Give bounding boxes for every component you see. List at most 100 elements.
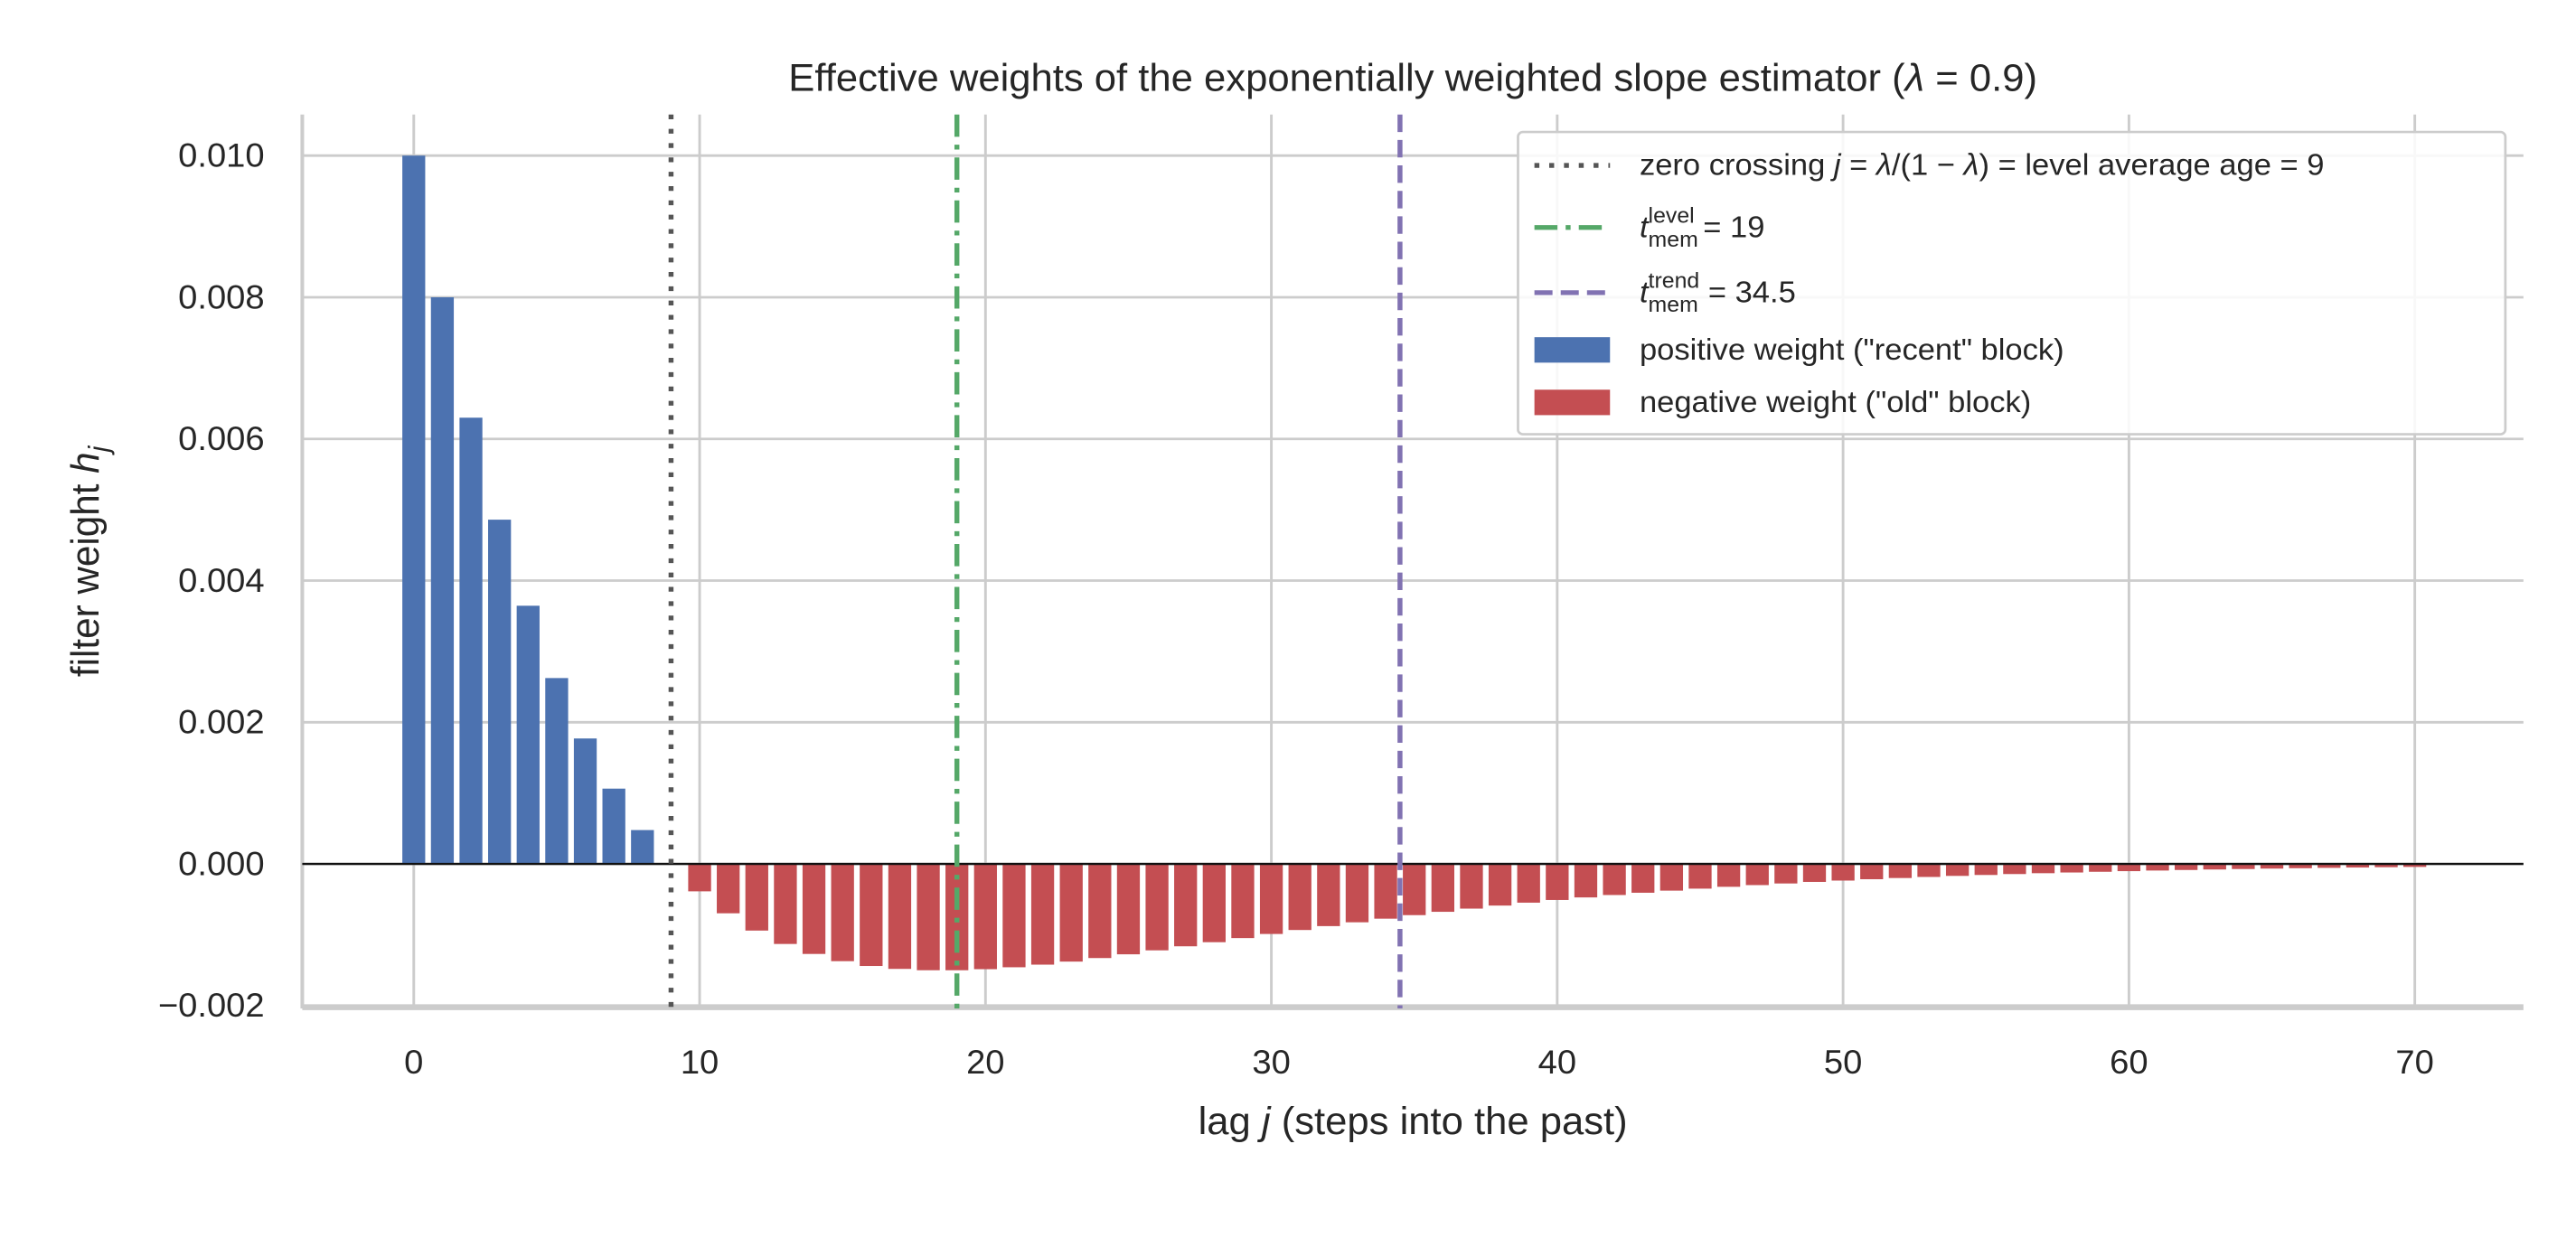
bar: [688, 864, 711, 892]
y-tick-label: 0.008: [178, 278, 264, 315]
text-part: = 34.5: [1699, 276, 1796, 309]
bar: [2003, 864, 2026, 875]
bar: [1716, 864, 1741, 887]
bar: [1088, 864, 1112, 959]
bar: [1145, 864, 1169, 951]
text-part: level: [1649, 204, 1695, 229]
text-part: = 19: [1695, 211, 1765, 244]
bar: [2089, 864, 2112, 872]
bar: [1574, 864, 1598, 898]
text-part: ) = level average age = 9: [1979, 148, 2325, 182]
bar: [1374, 864, 1397, 919]
bar: [1860, 864, 1884, 879]
text-part: Effective weights of the exponentially w…: [788, 57, 1905, 99]
text-part: lag: [1199, 1101, 1262, 1143]
bar: [2403, 864, 2427, 867]
bar: [745, 864, 768, 931]
text-part: j: [1830, 148, 1842, 182]
legend-label: tmemtrend = 34.5: [1640, 269, 1796, 317]
text-part: (steps into the past): [1271, 1101, 1628, 1143]
bar: [1345, 864, 1369, 923]
y-tick-label: 0.002: [178, 703, 264, 740]
x-tick-label: 10: [681, 1044, 719, 1081]
bar: [1002, 864, 1026, 968]
x-tick-label: 20: [966, 1044, 1004, 1081]
bar: [1802, 864, 1827, 882]
text-part: /(1 −: [1892, 148, 1964, 182]
bar: [2289, 864, 2312, 868]
bar: [888, 864, 912, 970]
bar: [1517, 864, 1540, 903]
x-tick-label: 50: [1824, 1044, 1862, 1081]
text-part: λ: [1875, 148, 1892, 182]
bar: [1631, 864, 1655, 893]
bar: [430, 296, 455, 865]
bar: [1030, 864, 1055, 965]
bar: [1659, 864, 1684, 891]
bar: [2117, 864, 2141, 872]
x-axis-label: lag j (steps into the past): [1199, 1101, 1628, 1143]
x-tick-label: 30: [1252, 1044, 1290, 1081]
y-tick-label: 0.004: [178, 561, 264, 598]
x-tick-label: 40: [1538, 1044, 1576, 1081]
bar: [1174, 864, 1198, 947]
text-part: t: [1640, 211, 1650, 244]
bar: [402, 155, 426, 865]
bar: [573, 738, 597, 865]
bar: [1460, 864, 1483, 909]
text-part: λ: [1904, 57, 1925, 99]
bar: [1917, 864, 1941, 877]
bar: [1431, 864, 1454, 913]
legend-swatch: [1534, 337, 1611, 363]
bar: [2174, 864, 2198, 870]
bar: [1317, 864, 1340, 926]
bar: [2346, 864, 2370, 868]
bar: [1202, 864, 1226, 942]
bar: [860, 864, 883, 967]
text-part: j: [1257, 1101, 1272, 1143]
x-tick-label: 70: [2395, 1044, 2433, 1081]
bar: [1603, 864, 1626, 895]
chart-title: Effective weights of the exponentially w…: [788, 57, 2037, 99]
legend-label: tmemlevel = 19: [1640, 204, 1764, 252]
y-tick-label: 0.010: [178, 136, 264, 173]
legend-label: zero crossing j = λ/(1 − λ) = level aver…: [1640, 148, 2325, 182]
bar: [459, 417, 483, 865]
bar: [917, 864, 940, 970]
bar: [2317, 864, 2341, 868]
y-tick-label: 0.000: [178, 845, 264, 882]
text-part: = 0.9): [1924, 57, 2037, 99]
bar: [516, 605, 540, 865]
bar: [1774, 864, 1798, 884]
bar: [1688, 864, 1712, 889]
bar: [1546, 864, 1569, 900]
bar: [2031, 864, 2055, 874]
bar: [1488, 864, 1512, 906]
bar: [1888, 864, 1913, 878]
bar: [1831, 864, 1855, 881]
bar: [1059, 864, 1083, 962]
bar: [945, 864, 969, 970]
text-part: t: [1640, 276, 1650, 309]
text-part: λ: [1962, 148, 1979, 182]
bar: [831, 864, 854, 961]
bar: [802, 864, 826, 954]
text-part: mem: [1649, 293, 1698, 317]
bar: [488, 520, 512, 865]
y-tick-label: 0.006: [178, 420, 264, 457]
bar: [1259, 864, 1283, 934]
bar: [602, 788, 625, 865]
text-part: zero crossing: [1640, 148, 1834, 182]
bar: [2374, 864, 2398, 867]
bar: [774, 864, 797, 944]
bar: [1403, 864, 1426, 915]
y-tick-label: −0.002: [158, 987, 265, 1024]
legend-box: [1517, 130, 2507, 436]
bar: [1116, 864, 1141, 955]
bar: [1945, 864, 1970, 877]
text-part: trend: [1649, 269, 1700, 294]
bar: [1745, 864, 1769, 886]
bar: [973, 864, 997, 970]
